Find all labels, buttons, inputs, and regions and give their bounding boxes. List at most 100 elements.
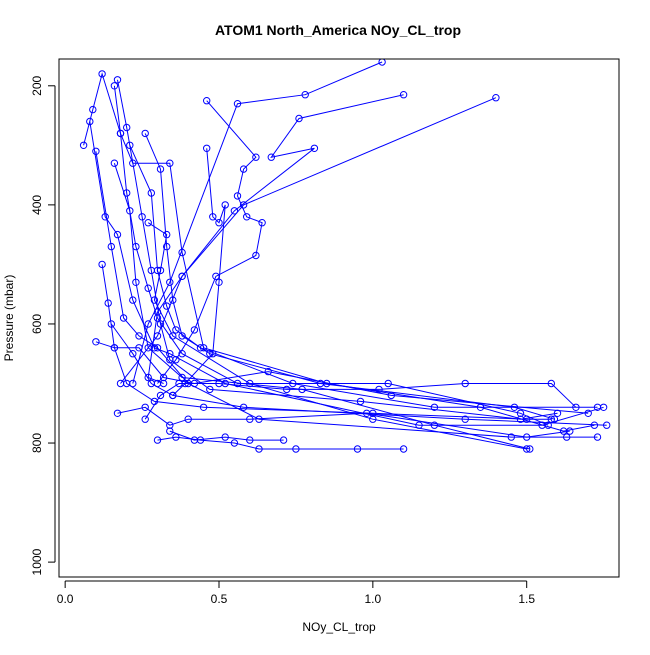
data-point [178,272,186,280]
data-point [166,159,174,167]
data-point [138,213,146,221]
data-point [144,320,152,328]
series-line [113,85,549,426]
series-line [110,323,607,426]
series-21 [110,159,534,453]
plot-frame [58,58,620,578]
data-point [593,433,602,441]
data-point [298,385,306,394]
data-point [316,379,325,388]
data-point [239,403,248,411]
data-point [246,436,254,444]
data-point [221,201,229,209]
data-point [544,421,552,429]
data-point [92,338,100,346]
data-point [172,433,180,441]
data-point [113,76,122,84]
data-point [156,320,165,328]
data-point [153,436,162,444]
series-line [172,148,226,396]
data-point [212,272,220,280]
data-point [166,427,174,435]
chart-title: ATOM1 North_America NOy_CL_trop [215,22,461,38]
series-10 [153,433,408,453]
data-point [135,332,143,340]
series-line [147,94,404,384]
data-point [510,403,519,411]
data-point [267,153,275,161]
data-point [550,415,559,423]
data-point [98,70,106,78]
data-point [163,230,171,239]
data-point [150,296,159,304]
series-14 [169,144,229,400]
data-point [110,159,119,167]
data-point [507,433,515,441]
y-tick-label: 200 [30,75,44,95]
data-point [126,207,134,215]
series-line [95,341,589,414]
series-line [120,97,497,384]
data-point [159,379,168,388]
x-tick-label: 0.5 [211,592,228,606]
data-point [258,219,266,227]
data-point [169,391,177,400]
data-point [301,91,309,99]
data-point [79,141,88,150]
data-point [356,397,365,406]
y-axis-label: Pressure (mbar) [2,275,16,362]
data-point [399,91,408,99]
data-point [147,189,156,197]
data-point [523,445,531,453]
data-point [206,385,214,394]
data-point [572,403,580,411]
data-point [295,114,303,123]
data-point [101,213,109,221]
data-point [547,379,555,388]
series-line [132,61,383,384]
data-point [153,332,162,340]
series-16 [141,379,580,423]
series-line [117,406,570,438]
data-point [292,445,300,453]
data-point [584,409,592,417]
data-point [110,82,119,90]
data-point [203,97,211,105]
data-point [230,439,239,447]
data-point [289,379,297,388]
data-point [563,433,571,441]
data-point [353,445,362,453]
data-point [119,314,128,322]
data-point [123,123,131,132]
series-line [157,100,263,384]
plot-layer [79,59,611,453]
data-point [104,299,112,307]
data-point [144,284,152,292]
series-19 [116,94,500,388]
data-point [239,201,248,209]
series-line [144,383,577,420]
data-point [169,296,177,304]
series-line [113,163,530,450]
data-point [123,189,131,197]
data-point [215,219,223,227]
data-point [430,421,439,429]
data-point [116,379,125,388]
data-point [184,415,192,423]
series-15 [153,97,266,388]
data-point [243,213,251,221]
series-2 [86,117,608,429]
data-point [141,403,149,411]
series-line [83,72,595,432]
data-point [132,278,140,286]
series-line [101,264,552,420]
data-point [141,415,149,423]
data-point [172,356,180,364]
data-point [144,344,152,352]
data-point [255,445,263,453]
y-axis: 200 400 600 800 1000 [30,75,56,575]
data-point [98,260,106,269]
data-point [156,391,165,400]
data-point [169,332,177,340]
